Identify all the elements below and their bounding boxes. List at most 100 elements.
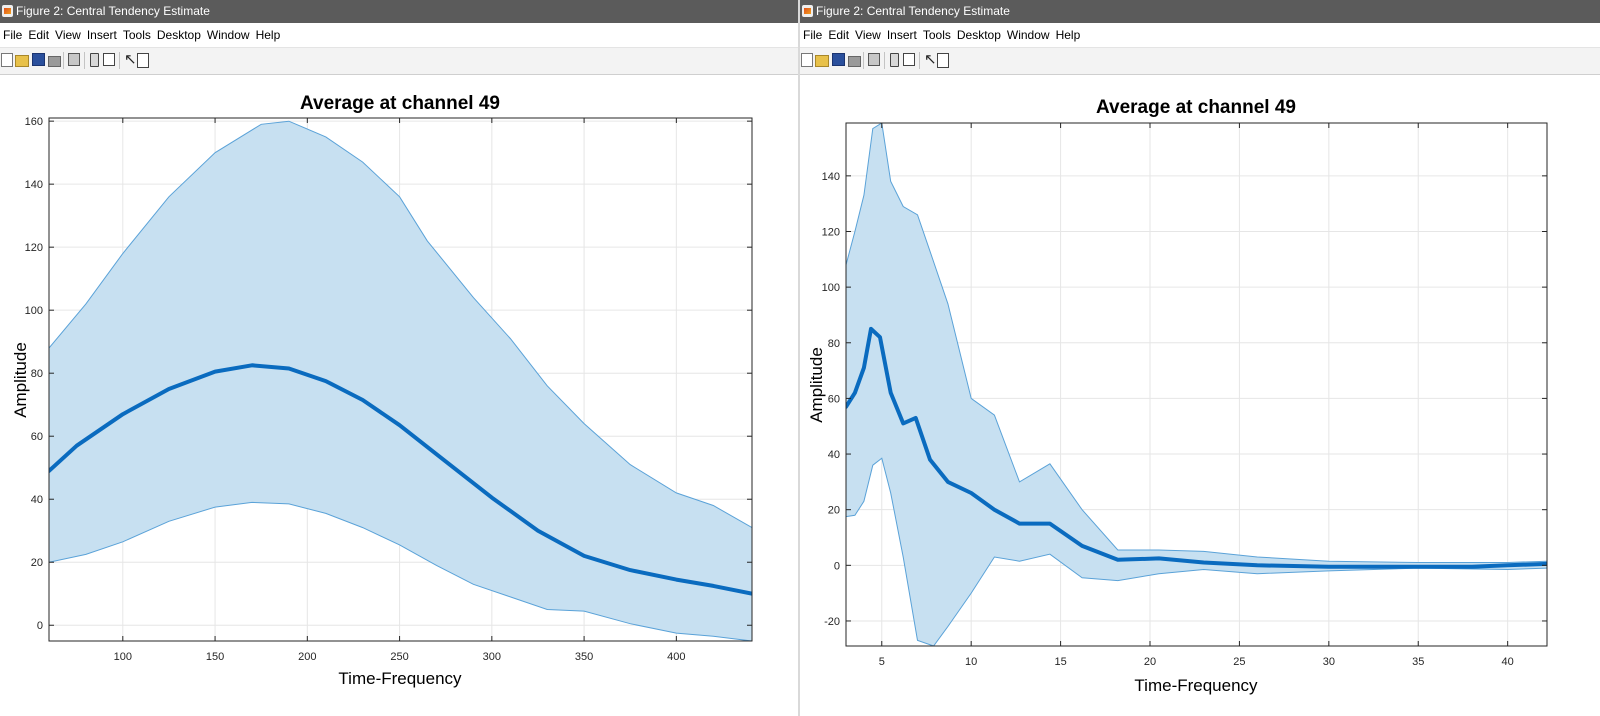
menu-edit[interactable]: Edit [28, 28, 50, 42]
property-inspector-icon[interactable] [137, 53, 149, 68]
x-tick-label: 200 [298, 651, 316, 663]
y-tick-label: -20 [824, 616, 840, 628]
y-tick-label: 60 [828, 393, 840, 405]
pointer-arrow-icon[interactable]: ↖ [924, 51, 937, 68]
save-icon[interactable] [32, 53, 45, 66]
menu-desktop[interactable]: Desktop [156, 28, 201, 42]
menu-view[interactable]: View [855, 28, 881, 42]
y-tick-label: 100 [25, 305, 43, 317]
x-tick-label: 100 [114, 651, 132, 663]
x-tick-label: 300 [483, 651, 501, 663]
axes-box [48, 117, 753, 642]
menu-bar: File Edit View Insert Tools Desktop Window Help [0, 23, 798, 48]
y-tick-label: 40 [828, 449, 840, 461]
data-layer [846, 123, 1547, 646]
toolbar-separator [863, 52, 864, 69]
menu-view[interactable]: View [55, 28, 81, 42]
x-tick-label: 40 [1502, 656, 1514, 668]
matlab-icon [802, 5, 813, 17]
matlab-icon [2, 5, 13, 17]
figure-window-left: Figure 2: Central Tendency Estimate File… [0, 0, 798, 716]
x-tick-label: 400 [667, 651, 685, 663]
chart-title: Average at channel 49 [300, 93, 500, 114]
upper-bound-line [49, 120, 752, 529]
menu-tools[interactable]: Tools [922, 28, 951, 42]
lower-bound-line [49, 501, 752, 641]
print-icon[interactable] [48, 56, 61, 67]
property-inspector-icon[interactable] [937, 53, 949, 68]
y-axis-label: Amplitude [807, 347, 826, 423]
menu-window[interactable]: Window [1006, 28, 1050, 42]
legend-icon[interactable] [903, 53, 915, 66]
title-bar: Figure 2: Central Tendency Estimate [800, 0, 1600, 23]
mean-line [49, 363, 752, 596]
toolbar-separator [119, 52, 120, 69]
x-axis-label: Time-Frequency [338, 669, 462, 688]
x-tick-label: 250 [390, 651, 408, 663]
toolbar-separator [84, 52, 85, 69]
open-file-icon[interactable] [15, 55, 29, 67]
print-icon[interactable] [848, 56, 861, 67]
menu-tools[interactable]: Tools [122, 28, 151, 42]
x-tick-label: 15 [1054, 656, 1066, 668]
y-tick-label: 160 [25, 116, 43, 128]
menu-bar: File Edit View Insert Tools Desktop Window Help [800, 23, 1600, 48]
menu-desktop[interactable]: Desktop [956, 28, 1001, 42]
figure-toolbar: ↖ [800, 48, 1600, 75]
chart-right: 5 10 15 20 25 30 35 40 -20 0 20 40 60 80 100 120 140 Aver… [807, 97, 1548, 695]
x-tick-label: 5 [879, 656, 885, 668]
x-tick-label: 30 [1323, 656, 1335, 668]
x-tick-label: 350 [575, 651, 593, 663]
legend-icon[interactable] [103, 53, 115, 66]
x-tick-label: 35 [1412, 656, 1424, 668]
link-plot-icon[interactable] [868, 53, 880, 66]
x-tick-label: 150 [206, 651, 224, 663]
menu-insert[interactable]: Insert [86, 28, 117, 42]
confidence-band [846, 123, 1547, 646]
toolbar-separator [884, 52, 885, 69]
colorbar-icon[interactable] [890, 53, 899, 67]
link-plot-icon[interactable] [68, 53, 80, 66]
x-axis-label: Time-Frequency [1134, 676, 1258, 695]
figure-window-right: Figure 2: Central Tendency Estimate File… [800, 0, 1600, 716]
window-title: Figure 2: Central Tendency Estimate [816, 4, 1010, 18]
menu-insert[interactable]: Insert [886, 28, 917, 42]
y-tick-label: 140 [25, 179, 43, 191]
new-figure-icon[interactable] [1, 53, 13, 67]
y-tick-label: 140 [822, 171, 840, 183]
lower-bound-line [846, 457, 1547, 646]
title-bar: Figure 2: Central Tendency Estimate [0, 0, 798, 23]
x-tick-label: 25 [1233, 656, 1245, 668]
menu-window[interactable]: Window [206, 28, 250, 42]
y-tick-label: 120 [25, 242, 43, 254]
axes-box [845, 122, 1548, 647]
new-figure-icon[interactable] [801, 53, 813, 67]
toolbar-separator [63, 52, 64, 69]
y-tick-label: 0 [834, 560, 840, 572]
open-file-icon[interactable] [815, 55, 829, 67]
upper-bound-line [846, 123, 1547, 563]
data-layer [49, 120, 752, 641]
x-tick-label: 20 [1144, 656, 1156, 668]
menu-file[interactable]: File [3, 28, 23, 42]
window-divider [798, 0, 800, 716]
y-tick-label: 80 [828, 338, 840, 350]
y-axis-label: Amplitude [11, 342, 30, 418]
y-tick-label: 20 [828, 505, 840, 517]
y-tick-label: 60 [31, 431, 43, 443]
y-tick-label: 40 [31, 494, 43, 506]
figure-toolbar: ↖ [0, 48, 798, 75]
menu-edit[interactable]: Edit [828, 28, 850, 42]
confidence-band [49, 121, 752, 641]
window-title: Figure 2: Central Tendency Estimate [16, 4, 210, 18]
chart-left: 100 150 200 250 300 350 400 0 20 40 60 80 100 120 140 1… [11, 93, 753, 688]
mean-line [846, 326, 1547, 569]
colorbar-icon[interactable] [90, 53, 99, 67]
menu-help[interactable]: Help [255, 28, 281, 42]
x-tick-label: 10 [965, 656, 977, 668]
menu-help[interactable]: Help [1055, 28, 1081, 42]
pointer-arrow-icon[interactable]: ↖ [124, 51, 137, 68]
toolbar-separator [919, 52, 920, 69]
menu-file[interactable]: File [803, 28, 823, 42]
save-icon[interactable] [832, 53, 845, 66]
